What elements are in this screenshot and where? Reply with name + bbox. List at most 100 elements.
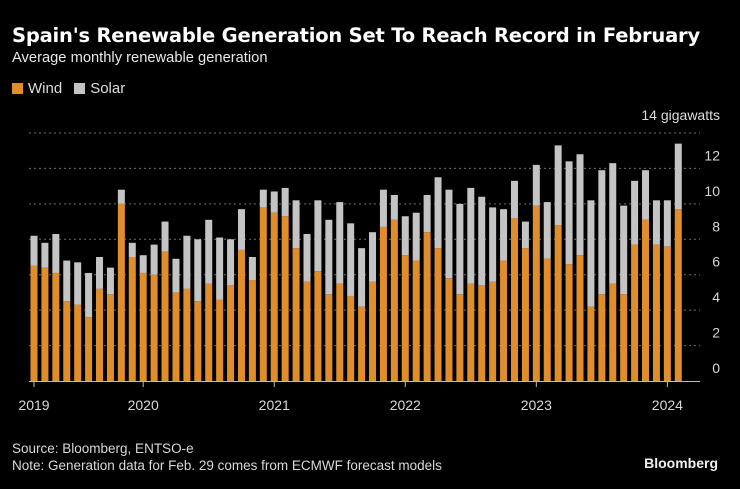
bar-solar-2020-11 [248,257,256,281]
bar-solar-2023-05 [576,154,584,256]
bar-solar-2022-12 [521,221,529,249]
bar-solar-2023-10 [631,180,639,245]
bar-solar-2020-06 [194,239,202,302]
bar-wind-2021-02 [281,216,289,381]
bar-wind-2023-04 [565,264,573,381]
bar-wind-2019-04 [41,267,49,381]
bar-wind-2020-04 [172,292,180,381]
bar-solar-2020-12 [259,189,267,208]
bar-solar-2021-08 [347,223,355,296]
bar-solar-2019-12 [128,242,136,257]
x-tick-label: 2020 [128,397,159,413]
bar-wind-2023-11 [642,219,650,381]
y-axis-ticks: 0 2 4 6 8 10 12 [704,147,720,376]
bar-wind-2019-06 [63,301,71,381]
y-tick-label: 8 [712,218,720,234]
bar-wind-2020-11 [248,280,256,381]
bar-wind-2021-10 [369,281,377,381]
bar-solar-2021-02 [281,187,289,217]
bar-wind-2023-07 [598,294,606,381]
bar-wind-2022-05 [445,278,453,381]
chart-subtitle: Average monthly renewable generation [12,49,268,66]
bar-solar-2023-11 [642,170,650,220]
bar-solar-2021-11 [379,189,387,227]
bar-wind-2022-09 [489,281,497,381]
bar-solar-2023-04 [565,161,573,265]
bar-solar-2021-09 [358,248,366,307]
bar-solar-2021-07 [336,202,344,284]
bar-solar-2020-10 [237,209,245,250]
bar-solar-2023-01 [532,164,540,206]
bar-solar-2023-12 [652,200,660,245]
bar-solar-2022-09 [489,207,497,282]
bar-solar-2020-08 [216,237,224,300]
bar-wind-2019-08 [85,317,93,381]
bar-solar-2020-09 [227,239,235,286]
bars [30,143,682,381]
bar-solar-2020-02 [150,244,158,275]
bar-solar-2023-08 [609,163,617,284]
bar-wind-2020-10 [237,249,245,381]
bar-solar-2022-01 [401,216,409,256]
x-axis-ticks: 2019 2020 2021 2022 2023 2024 [18,382,683,413]
bar-solar-2020-04 [172,258,180,293]
bar-solar-2021-05 [314,200,322,272]
bar-wind-2020-02 [150,274,158,381]
bar-wind-2019-09 [96,288,104,381]
bar-solar-2019-09 [96,257,104,289]
footnote: Note: Generation data for Feb. 29 comes … [12,458,442,473]
bar-wind-2022-04 [434,248,442,381]
y-tick-label: 4 [712,289,720,305]
bar-solar-2019-07 [74,262,82,305]
bar-solar-2024-02 [674,143,682,210]
bar-wind-2019-05 [52,272,60,381]
bar-solar-2023-09 [620,205,628,295]
bar-wind-2020-07 [205,283,213,381]
bar-wind-2021-06 [325,294,333,381]
bar-wind-2021-05 [314,271,322,381]
bar-solar-2022-07 [467,187,475,284]
bar-wind-2022-10 [500,260,508,381]
bar-solar-2020-05 [183,235,191,289]
bar-solar-2021-10 [369,232,377,282]
bar-wind-2023-02 [543,258,551,381]
bar-solar-2022-11 [510,180,518,219]
bar-wind-2021-03 [292,248,300,381]
y-tick-label: 6 [712,254,720,270]
bar-wind-2023-12 [652,244,660,381]
x-tick-label: 2019 [18,397,49,413]
bar-wind-2020-01 [139,272,147,381]
bar-solar-2019-04 [41,242,49,268]
bloomberg-logo: Bloomberg [644,455,718,471]
bar-solar-2022-06 [456,203,464,295]
bar-wind-2020-03 [161,251,169,381]
bar-wind-2019-11 [117,203,125,381]
bar-wind-2021-08 [347,295,355,381]
bar-solar-2023-06 [587,200,595,307]
bar-solar-2022-10 [500,209,508,261]
legend-label-solar: Solar [90,80,126,97]
bar-wind-2024-01 [663,246,671,381]
legend-swatch-wind [12,83,23,94]
bar-wind-2021-09 [358,306,366,381]
bar-wind-2022-07 [467,283,475,381]
bar-solar-2022-02 [412,212,420,261]
bar-wind-2019-10 [106,294,114,381]
bar-wind-2022-01 [401,255,409,381]
bar-solar-2019-10 [106,267,114,295]
bar-solar-2021-03 [292,200,300,249]
bar-wind-2023-09 [620,294,628,381]
bar-wind-2020-12 [259,207,267,381]
x-tick-label: 2024 [652,397,683,413]
bar-wind-2023-10 [631,244,639,381]
bar-wind-2019-07 [74,304,82,381]
bar-solar-2021-06 [325,219,333,295]
bar-wind-2021-11 [379,226,387,381]
bar-solar-2024-01 [663,200,671,247]
source-note: Source: Bloomberg, ENTSO-e [12,441,194,456]
bar-wind-2020-06 [194,301,202,381]
bar-wind-2022-06 [456,294,464,381]
bar-solar-2022-05 [445,189,453,279]
bar-wind-2023-03 [554,225,562,381]
